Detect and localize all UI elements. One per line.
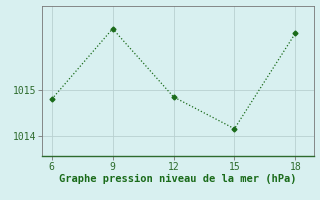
X-axis label: Graphe pression niveau de la mer (hPa): Graphe pression niveau de la mer (hPa): [59, 174, 296, 184]
